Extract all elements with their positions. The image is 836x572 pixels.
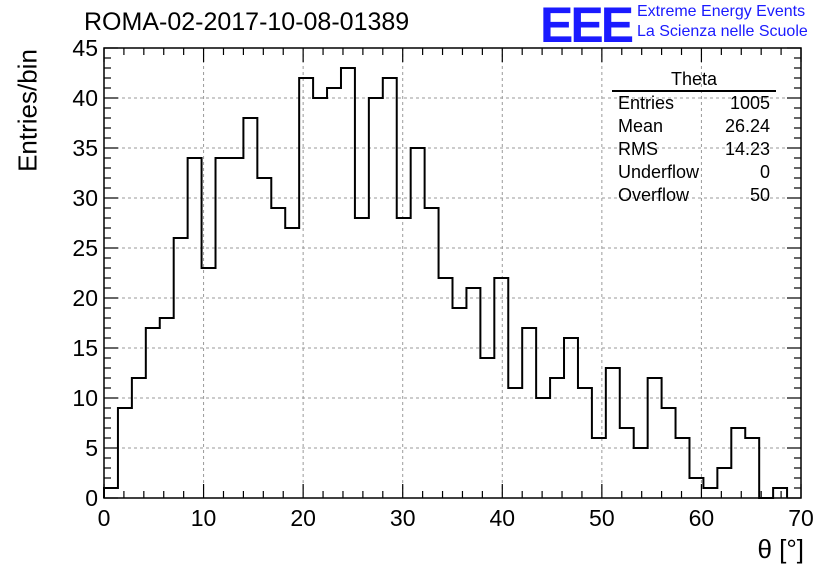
logo-line-2: La Scienza nelle Scuole [637, 23, 808, 40]
eee-logo: EEE [540, 0, 634, 53]
histogram-bin [383, 78, 397, 498]
histogram-bin [703, 488, 717, 498]
x-tick-label: 20 [290, 505, 316, 531]
histogram-bin [118, 408, 132, 498]
x-tick-label: 50 [589, 505, 615, 531]
histogram-bin [257, 178, 271, 498]
stats-row-overflow: Overflow 50 [612, 184, 776, 207]
histogram-bin [188, 158, 202, 498]
stats-label: RMS [618, 139, 658, 159]
logo-caption: Extreme Energy Events La Scienza nelle S… [637, 2, 808, 42]
histogram-bin [174, 238, 188, 498]
histogram-bin [522, 328, 536, 498]
stats-label: Entries [618, 93, 675, 113]
histogram-bin [285, 228, 299, 498]
x-tick-label: 30 [390, 505, 416, 531]
y-tick-label: 30 [72, 185, 98, 211]
histogram-bin [243, 118, 257, 498]
histogram-outline [103, 67, 789, 499]
histogram-bin [341, 68, 355, 498]
histogram-bin [731, 428, 745, 498]
x-tick-label: 60 [689, 505, 715, 531]
stats-value: 50 [749, 185, 770, 205]
histogram-bin [592, 438, 606, 498]
histogram-bin [146, 328, 160, 498]
histogram-bin [648, 378, 662, 498]
stats-value: 0 [759, 162, 770, 182]
histogram-bin [229, 158, 243, 498]
histogram-bin [160, 318, 174, 498]
histogram-bin [564, 338, 578, 498]
histogram-series [103, 67, 789, 499]
y-tick-label: 40 [72, 85, 98, 111]
stats-rows: Entries 1005 Mean 26.24 RMS 14.23 Underflow 0 Ov… [612, 92, 776, 207]
histogram-bin [271, 208, 285, 498]
histogram-bin [578, 388, 592, 498]
histogram-bin [550, 378, 564, 498]
y-tick-label: 20 [72, 285, 98, 311]
stats-label: Overflow [618, 185, 690, 205]
plot-frame [103, 47, 802, 499]
chart-title: ROMA-02-2017-10-08-01389 [84, 8, 410, 36]
plot-border [103, 47, 802, 499]
y-tick-label: 25 [72, 235, 98, 261]
y-tick-label: 5 [85, 435, 98, 461]
stats-title: Theta [612, 68, 776, 92]
y-tick-label: 35 [72, 135, 98, 161]
stats-value: 14.23 [724, 139, 770, 159]
x-tick-label: 70 [788, 505, 814, 531]
histogram-bin [104, 488, 118, 498]
x-tick-label: 40 [489, 505, 515, 531]
stats-row-mean: Mean 26.24 [612, 115, 776, 138]
histogram-bin [662, 408, 676, 498]
histogram-bin [327, 88, 341, 498]
x-tick-label: 10 [191, 505, 217, 531]
stats-value: 26.24 [724, 116, 770, 136]
histogram-bin [313, 98, 327, 498]
histogram-bin [536, 398, 550, 498]
histogram-bin [745, 438, 759, 498]
stats-row-entries: Entries 1005 [612, 92, 776, 115]
stats-value: 1005 [729, 93, 770, 113]
stats-row-underflow: Underflow 0 [612, 161, 776, 184]
stats-row-rms: RMS 14.23 [612, 138, 776, 161]
x-axis-ticks: 0 10 20 30 40 50 60 70 [98, 48, 814, 531]
histogram-bin [717, 468, 731, 498]
y-tick-label: 45 [72, 35, 98, 61]
histogram-bin [508, 388, 522, 498]
y-axis-ticks: 0 5 10 15 20 25 30 35 40 45 [72, 35, 801, 511]
histogram-bin [355, 218, 369, 498]
histogram-bin [453, 308, 467, 498]
histogram-bin [425, 208, 439, 498]
x-axis-label: θ [°] [757, 534, 804, 564]
histogram-bin [480, 358, 494, 498]
histogram-bin [466, 288, 480, 498]
histogram-bin [397, 218, 411, 498]
histogram-bin [620, 428, 634, 498]
x-tick-label: 0 [98, 505, 111, 531]
histogram-bin [773, 488, 787, 498]
stats-label: Underflow [618, 162, 700, 182]
logo-line-1: Extreme Energy Events [637, 3, 806, 20]
histogram-bin [202, 268, 216, 498]
stats-box: Theta Entries 1005 Mean 26.24 RMS 14.23 Underf… [612, 68, 776, 207]
histogram-bin [411, 148, 425, 498]
y-tick-label: 0 [85, 485, 98, 511]
y-tick-label: 10 [72, 385, 98, 411]
histogram-bin [132, 378, 146, 498]
histogram-bin [634, 448, 648, 498]
histogram-bin [606, 368, 620, 498]
histogram-bin [439, 278, 453, 498]
y-axis-label: Entries/bin [12, 49, 43, 172]
histogram-bin [216, 158, 230, 498]
stats-label: Mean [618, 116, 664, 136]
y-tick-label: 15 [72, 335, 98, 361]
histogram-bin [676, 438, 690, 498]
histogram-bin [369, 98, 383, 498]
histogram-bin [299, 78, 313, 498]
histogram-bin [494, 278, 508, 498]
